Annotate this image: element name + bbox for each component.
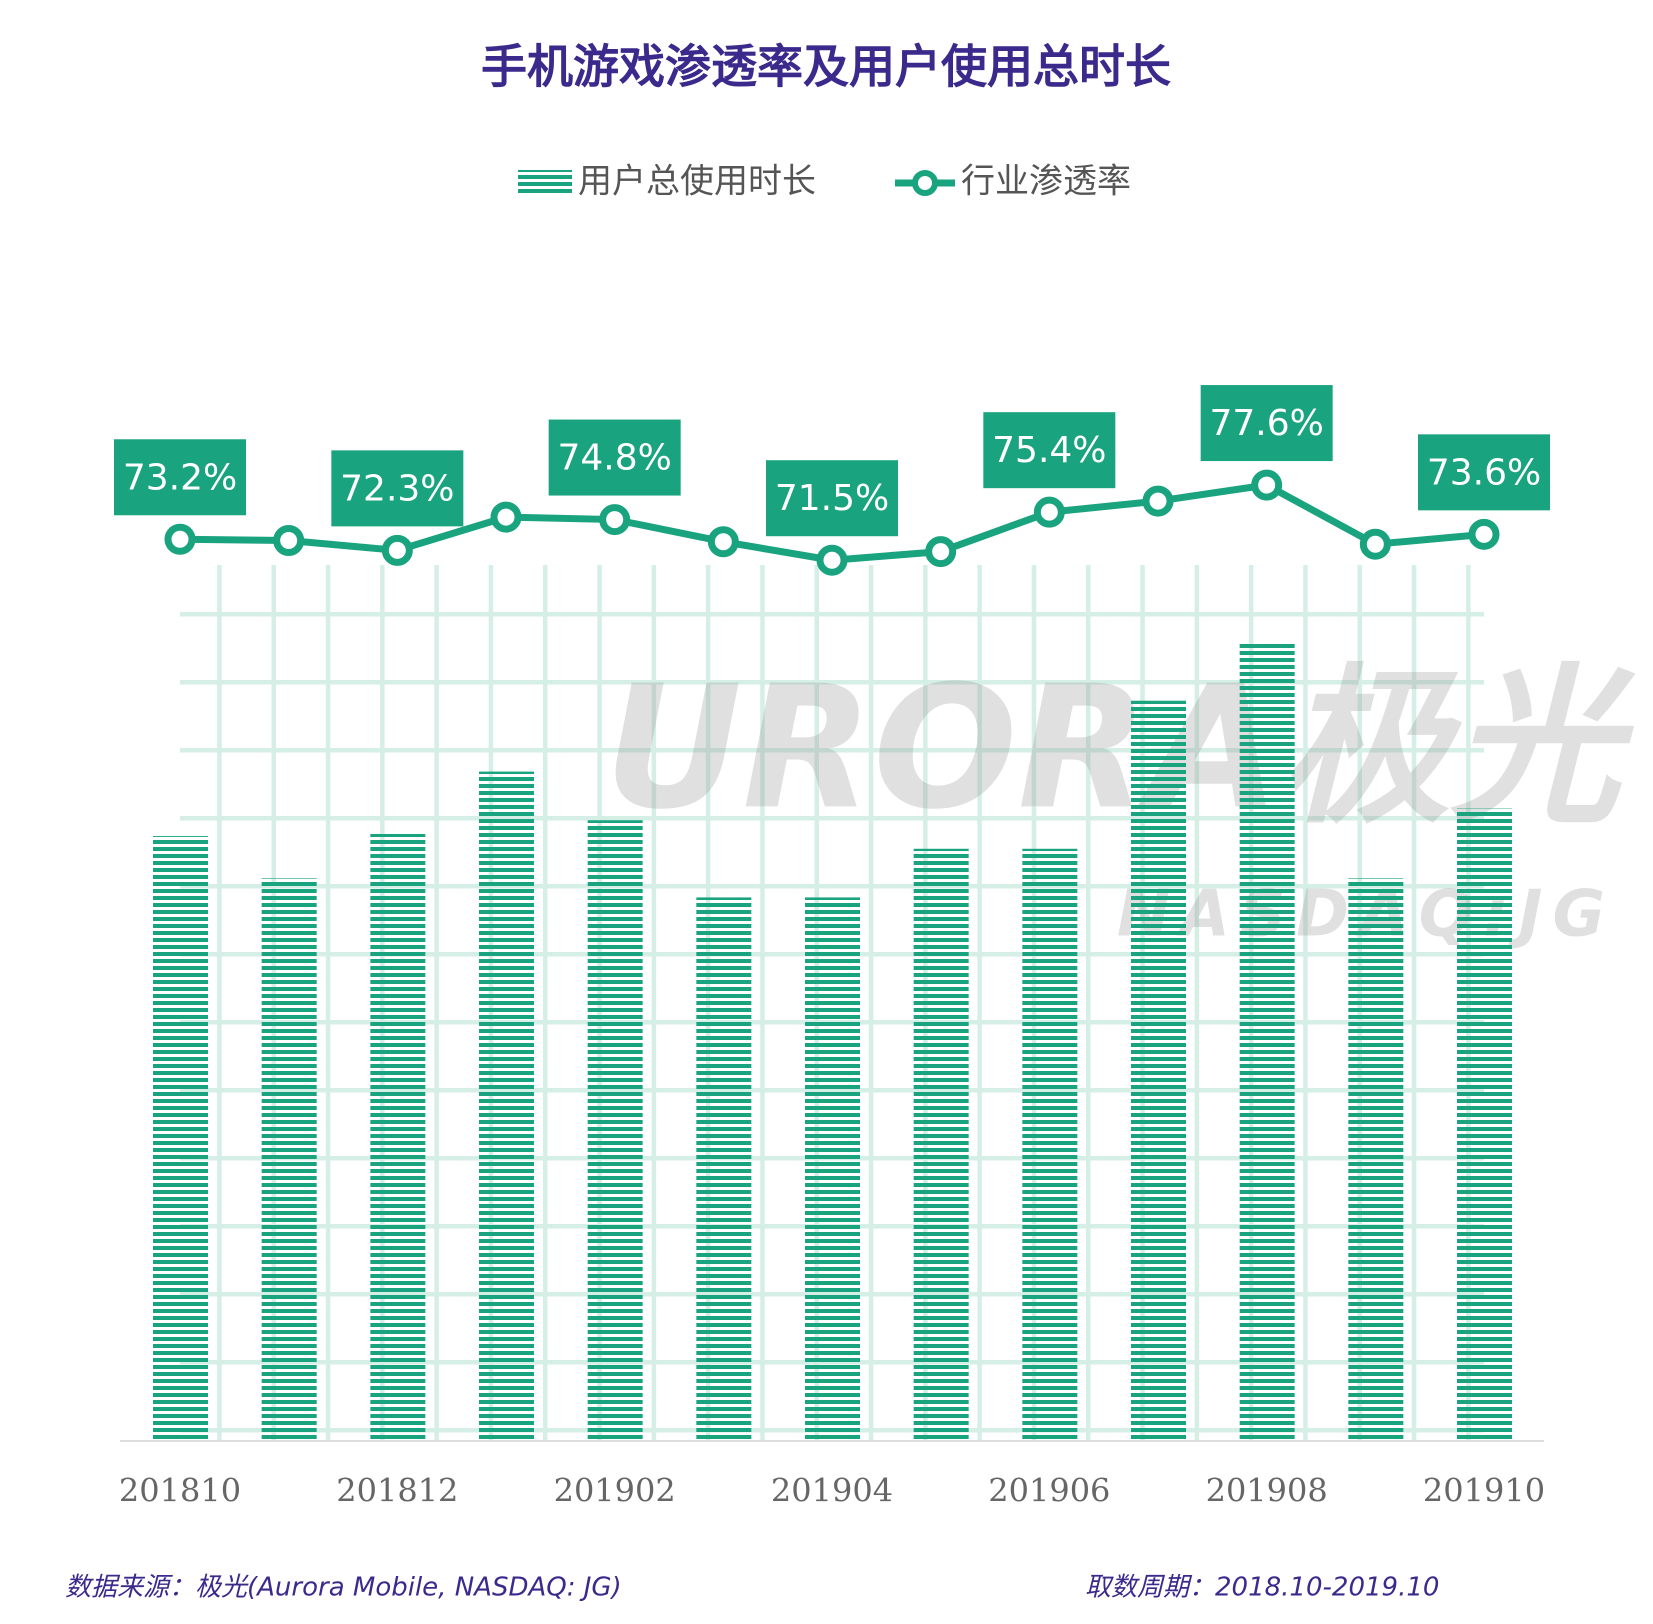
x-tick-label: 201904: [771, 1472, 893, 1510]
data-label: 73.2%: [123, 457, 237, 498]
bar: [1239, 643, 1295, 1441]
period: 取数周期：2018.10-2019.10: [1085, 1573, 1439, 1603]
data-label: 72.3%: [340, 468, 454, 509]
source: 数据来源：极光(Aurora Mobile, NASDAQ: JG): [65, 1573, 622, 1603]
bar: [587, 820, 643, 1441]
legend-marker: [912, 170, 938, 196]
data-label: 75.4%: [992, 430, 1106, 471]
data-label-box: [1200, 385, 1333, 462]
bar: [153, 836, 208, 1441]
point: [599, 504, 631, 536]
legend-swatch: [518, 170, 572, 196]
point: [816, 544, 848, 576]
point: [1251, 469, 1283, 501]
data-label-box: [1418, 434, 1550, 511]
bar: [1131, 700, 1186, 1441]
point: [490, 501, 522, 533]
data-label-box: [114, 439, 246, 516]
data-label: 77.6%: [1209, 403, 1323, 444]
bar: [1022, 848, 1078, 1441]
x-tick-label: 201810: [119, 1472, 241, 1510]
point: [164, 523, 196, 555]
bar: [1457, 808, 1512, 1441]
bar: [1348, 878, 1404, 1441]
bar: [370, 833, 426, 1441]
legend-label: 行业渗透率: [961, 162, 1131, 202]
point: [1033, 496, 1065, 528]
bar: [479, 771, 534, 1441]
data-label: 73.6%: [1427, 452, 1541, 493]
point: [925, 536, 957, 568]
point: [1359, 528, 1391, 560]
point: [273, 525, 305, 557]
chart-title: 手机游戏渗透率及用户使用总时长: [481, 40, 1171, 94]
bar: [913, 848, 969, 1441]
x-tick-label: 201910: [1423, 1472, 1545, 1510]
point: [381, 534, 413, 566]
data-label-box: [766, 460, 898, 537]
bar: [696, 897, 752, 1441]
data-label-box: [983, 412, 1116, 489]
data-label-box: [548, 419, 681, 496]
bar: [261, 878, 317, 1441]
bar: [805, 897, 860, 1441]
point: [1142, 485, 1174, 517]
point: [707, 526, 739, 558]
x-tick-label: 201902: [554, 1472, 676, 1510]
data-label: 71.5%: [775, 478, 889, 519]
point: [1468, 518, 1500, 550]
x-tick-label: 201812: [336, 1472, 458, 1510]
x-tick-label: 201906: [988, 1472, 1110, 1510]
legend-label: 用户总使用时长: [578, 162, 816, 202]
data-label-box: [331, 450, 464, 527]
x-tick-label: 201908: [1206, 1472, 1328, 1510]
data-label: 74.8%: [557, 438, 671, 479]
